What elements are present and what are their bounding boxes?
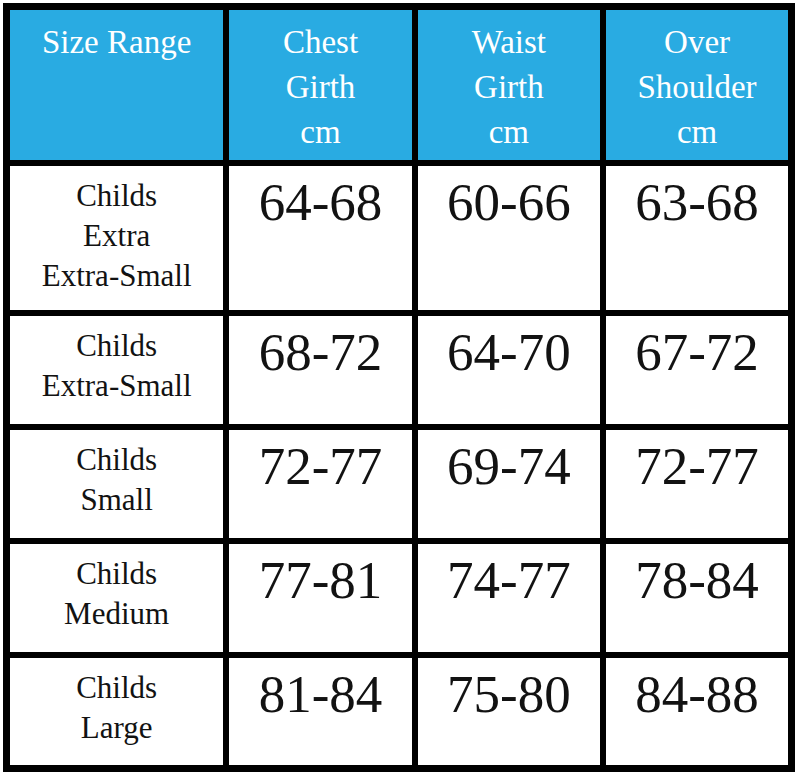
over-shoulder-cell: 78-84 — [603, 541, 791, 655]
header-row: Size Range Chest Girth cm Waist Girth cm… — [7, 7, 792, 163]
header-cell-over-shoulder: Over Shoulder cm — [603, 7, 791, 163]
size-name-cell: Childs Extra Extra-Small — [7, 163, 227, 313]
size-name-cell: Childs Extra-Small — [7, 313, 227, 427]
size-chart-table: Size Range Chest Girth cm Waist Girth cm… — [3, 3, 795, 772]
waist-girth-cell: 74-77 — [415, 541, 603, 655]
chest-girth-cell: 77-81 — [226, 541, 414, 655]
over-shoulder-cell: 63-68 — [603, 163, 791, 313]
waist-girth-cell: 69-74 — [415, 427, 603, 541]
table-row: Childs Medium 77-81 74-77 78-84 — [7, 541, 792, 655]
chest-girth-cell: 81-84 — [226, 655, 414, 769]
over-shoulder-cell: 72-77 — [603, 427, 791, 541]
table-row: Childs Small 72-77 69-74 72-77 — [7, 427, 792, 541]
waist-girth-cell: 75-80 — [415, 655, 603, 769]
chest-girth-cell: 72-77 — [226, 427, 414, 541]
chest-girth-cell: 68-72 — [226, 313, 414, 427]
over-shoulder-cell: 84-88 — [603, 655, 791, 769]
size-name-cell: Childs Small — [7, 427, 227, 541]
header-cell-size-range: Size Range — [7, 7, 227, 163]
over-shoulder-cell: 67-72 — [603, 313, 791, 427]
chest-girth-cell: 64-68 — [226, 163, 414, 313]
waist-girth-cell: 64-70 — [415, 313, 603, 427]
table-row: Childs Extra Extra-Small 64-68 60-66 63-… — [7, 163, 792, 313]
header-cell-chest-girth: Chest Girth cm — [226, 7, 414, 163]
table-row: Childs Large 81-84 75-80 84-88 — [7, 655, 792, 769]
size-name-cell: Childs Large — [7, 655, 227, 769]
waist-girth-cell: 60-66 — [415, 163, 603, 313]
size-name-cell: Childs Medium — [7, 541, 227, 655]
table-row: Childs Extra-Small 68-72 64-70 67-72 — [7, 313, 792, 427]
header-cell-waist-girth: Waist Girth cm — [415, 7, 603, 163]
